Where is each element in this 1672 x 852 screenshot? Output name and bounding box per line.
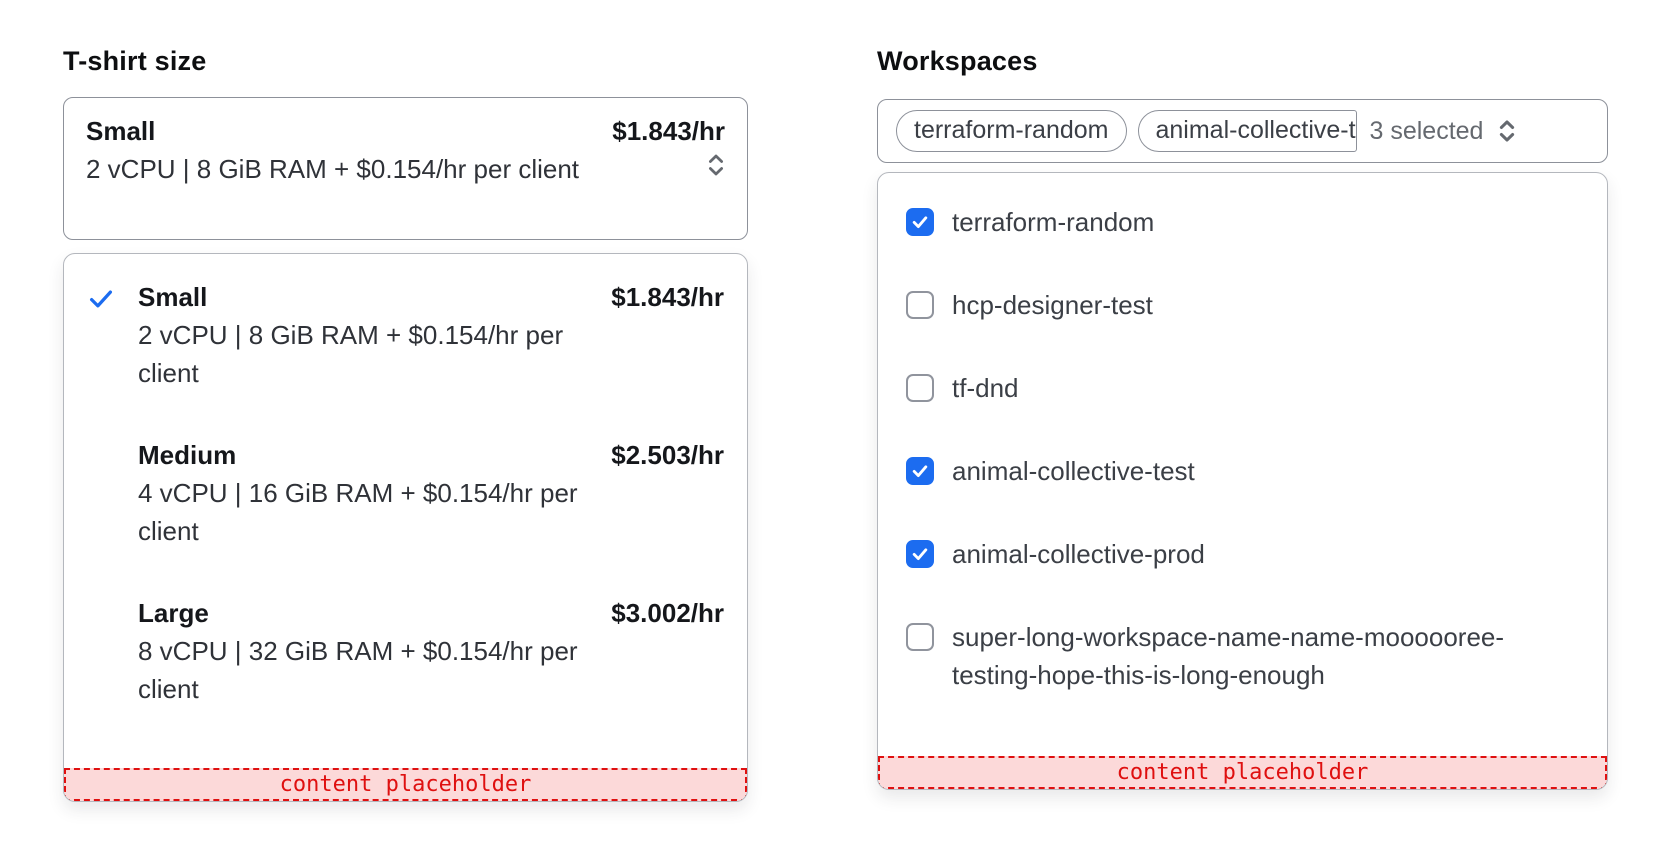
selected-option-price: $1.843/hr bbox=[612, 116, 725, 146]
option-name: Large bbox=[138, 598, 209, 628]
selected-option-name: Small bbox=[86, 116, 156, 146]
workspace-row-hcp-designer-test[interactable]: hcp-designer-test bbox=[906, 286, 1579, 324]
tshirt-options-listbox: Small $1.843/hr 2 vCPU | 8 GiB RAM + $0.… bbox=[63, 253, 748, 802]
content-placeholder: content placeholder bbox=[64, 768, 747, 801]
checkbox[interactable] bbox=[906, 291, 934, 319]
workspace-name: tf-dnd bbox=[952, 373, 1019, 403]
option-price: $2.503/hr bbox=[611, 440, 724, 470]
tshirt-select-trigger[interactable]: Small $1.843/hr 2 vCPU | 8 GiB RAM + $0.… bbox=[63, 97, 748, 240]
workspace-row-animal-collective-test[interactable]: animal-collective-test bbox=[906, 452, 1579, 490]
selected-option-description: 2 vCPU | 8 GiB RAM + $0.154/hr per clien… bbox=[86, 154, 580, 184]
selected-count: 3 selected bbox=[1369, 116, 1484, 145]
chevrons-up-down-icon[interactable] bbox=[1492, 116, 1522, 146]
option-price: $1.843/hr bbox=[611, 282, 724, 312]
option-description: 4 vCPU | 16 GiB RAM + $0.154/hr per clie… bbox=[138, 478, 578, 546]
workspaces-options-list: terraform-random hcp-designer-test tf-dn… bbox=[878, 173, 1607, 739]
workspace-name: hcp-designer-test bbox=[952, 290, 1153, 320]
selected-tag-terraform-random[interactable]: terraform-random bbox=[896, 110, 1127, 152]
checkbox[interactable] bbox=[906, 208, 934, 236]
workspace-name: animal-collective-prod bbox=[952, 539, 1205, 569]
option-small[interactable]: Small $1.843/hr 2 vCPU | 8 GiB RAM + $0.… bbox=[86, 278, 724, 392]
option-large[interactable]: Large $3.002/hr 8 vCPU | 32 GiB RAM + $0… bbox=[86, 594, 724, 708]
workspaces-label: Workspaces bbox=[877, 46, 1038, 76]
workspace-row-super-long-workspace[interactable]: super-long-workspace-name-name-moooooree… bbox=[906, 618, 1579, 694]
check-icon bbox=[86, 278, 138, 392]
option-medium[interactable]: Medium $2.503/hr 4 vCPU | 16 GiB RAM + $… bbox=[86, 436, 724, 550]
option-price: $3.002/hr bbox=[611, 598, 724, 628]
workspaces-multiselect-trigger[interactable]: terraform-random animal-collective-test … bbox=[877, 99, 1608, 163]
selected-tag-animal-collective-test[interactable]: animal-collective-test bbox=[1137, 110, 1357, 152]
option-description: 2 vCPU | 8 GiB RAM + $0.154/hr per clien… bbox=[138, 320, 564, 388]
checkbox[interactable] bbox=[906, 623, 934, 651]
option-name: Small bbox=[138, 282, 208, 312]
workspace-row-animal-collective-prod[interactable]: animal-collective-prod bbox=[906, 535, 1579, 573]
checkbox[interactable] bbox=[906, 374, 934, 402]
checkbox[interactable] bbox=[906, 540, 934, 568]
content-placeholder: content placeholder bbox=[878, 756, 1607, 789]
workspace-name: animal-collective-test bbox=[952, 456, 1195, 486]
tshirt-options-list: Small $1.843/hr 2 vCPU | 8 GiB RAM + $0.… bbox=[64, 254, 747, 752]
chevrons-up-down-icon[interactable] bbox=[701, 150, 731, 185]
option-name: Medium bbox=[138, 440, 237, 470]
workspaces-options-listbox: terraform-random hcp-designer-test tf-dn… bbox=[877, 172, 1608, 790]
workspace-row-terraform-random[interactable]: terraform-random bbox=[906, 203, 1579, 241]
option-description: 8 vCPU | 32 GiB RAM + $0.154/hr per clie… bbox=[138, 636, 578, 704]
workspace-row-tf-dnd[interactable]: tf-dnd bbox=[906, 369, 1579, 407]
workspace-name: super-long-workspace-name-name-moooooree… bbox=[952, 622, 1505, 690]
tshirt-size-label: T-shirt size bbox=[63, 46, 207, 76]
checkbox[interactable] bbox=[906, 457, 934, 485]
workspace-name: terraform-random bbox=[952, 207, 1155, 237]
